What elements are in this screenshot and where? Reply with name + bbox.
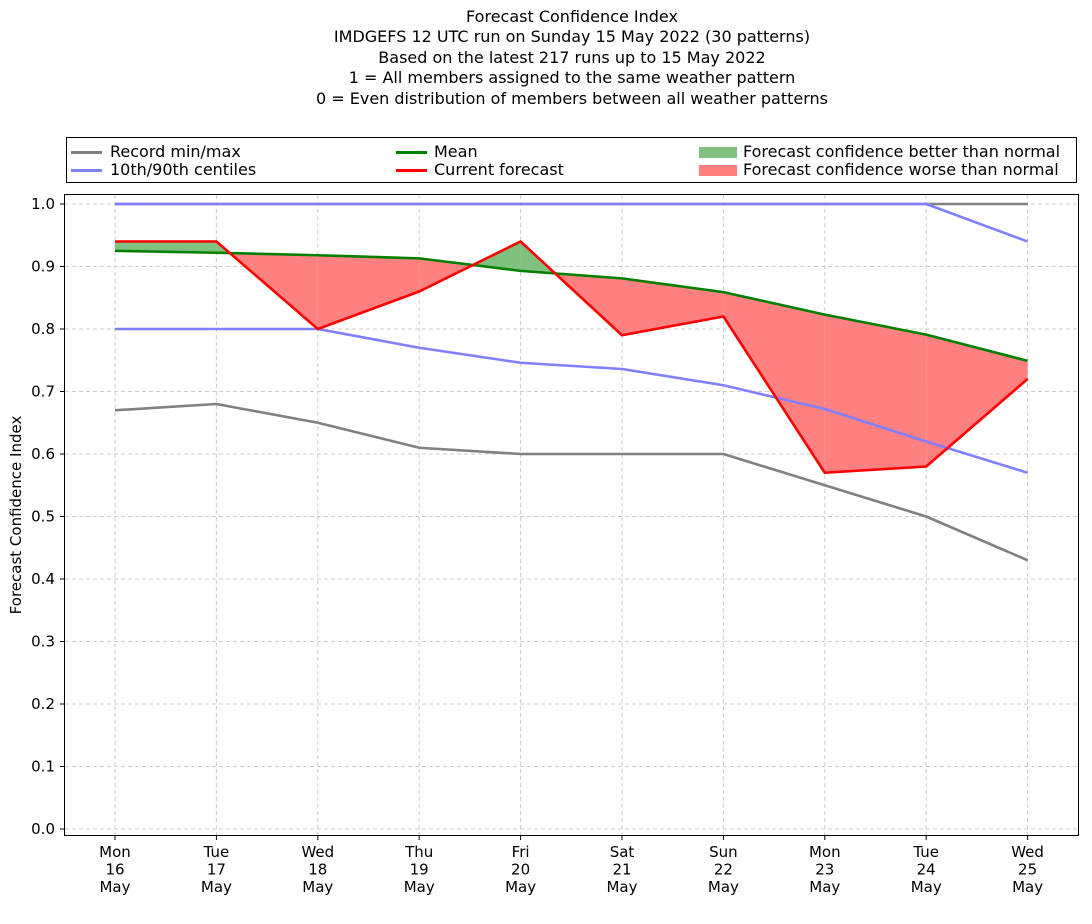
series-line-p10 (115, 327, 1028, 474)
grid (65, 195, 1078, 835)
fill-areas (115, 241, 1028, 473)
title-line-2: IMDGEFS 12 UTC run on Sunday 15 May 2022… (333, 27, 811, 47)
x-tick-label: Wed (1011, 843, 1044, 861)
legend-label-centiles: 10th/90th centiles (110, 160, 257, 179)
title-line-3: Based on the latest 217 runs up to 15 Ma… (378, 47, 766, 67)
x-tick-label: May (809, 878, 840, 896)
fill-better (115, 241, 217, 253)
x-tick-label: Tue (912, 843, 939, 861)
fill-worse (419, 258, 473, 292)
x-tick-label: May (1012, 878, 1043, 896)
x-tick-label: Sat (610, 843, 635, 861)
legend-label-mean: Mean (434, 142, 478, 161)
x-tick-label: Mon (809, 843, 841, 861)
x-tick-label: May (201, 878, 232, 896)
y-tick-label: 0.8 (31, 320, 55, 338)
x-tick-label: 16 (105, 861, 124, 879)
chart-title: Forecast Confidence Index IMDGEFS 12 UTC… (0, 7, 1092, 109)
x-tick-label: Sun (709, 843, 738, 861)
fill-worse (926, 334, 1028, 467)
legend-swatch-centiles (71, 169, 102, 172)
fill-worse (723, 292, 825, 473)
x-tick-label: Thu (404, 843, 433, 861)
legend-label-better: Forecast confidence better than normal (743, 142, 1061, 161)
x-tick-label: 19 (410, 861, 429, 879)
x-tick-label: May (302, 878, 333, 896)
y-axis-label: Forecast Confidence Index (7, 416, 25, 615)
y-tick-label: 0.5 (31, 508, 55, 526)
plot-frame (64, 194, 1079, 836)
fill-worse (317, 255, 420, 329)
series-lines (114, 202, 1029, 562)
legend-label-worse: Forecast confidence worse than normal (743, 160, 1059, 179)
x-tick-label: May (708, 878, 739, 896)
x-tick-label: Wed (301, 843, 334, 861)
series-line-record-min (114, 402, 1029, 562)
y-tick-label: 0.7 (31, 383, 55, 401)
y-tick-label: 0.2 (31, 695, 55, 713)
fill-better (472, 241, 521, 271)
y-tick-label: 0.0 (31, 820, 55, 838)
x-tick-label: 21 (612, 861, 631, 879)
y-tick-label: 0.9 (31, 258, 55, 276)
series-line-current (115, 240, 1029, 475)
y-tick-label: 0.4 (31, 570, 55, 588)
x-tick-label: May (404, 878, 435, 896)
x-tick-label: Fri (512, 843, 530, 861)
x-axis: Mon16MayTue17MayWed18MayThu19MayFri20May… (99, 835, 1044, 896)
title-line-5: 0 = Even distribution of members between… (315, 88, 829, 108)
x-tick-label: 23 (815, 861, 834, 879)
x-tick-label: 20 (511, 861, 530, 879)
x-tick-label: 22 (714, 861, 733, 879)
title-line-4: 1 = All members assigned to the same wea… (348, 68, 796, 88)
fill-worse (824, 314, 927, 473)
x-tick-label: Tue (203, 843, 230, 861)
y-tick-label: 0.3 (31, 633, 55, 651)
y-tick-label: 0.6 (31, 445, 55, 463)
x-tick-label: 25 (1018, 861, 1037, 879)
title-line-1: Forecast Confidence Index (466, 7, 678, 26)
x-tick-label: 17 (207, 861, 226, 879)
y-tick-label: 0.1 (31, 758, 55, 776)
series-line-mean (114, 249, 1028, 363)
x-tick-label: Mon (99, 843, 131, 861)
legend-swatch-current (396, 169, 427, 172)
legend-swatch-mean (396, 151, 427, 154)
x-tick-label: May (99, 878, 130, 896)
x-tick-label: 24 (917, 861, 936, 879)
series-line-p90 (115, 202, 1029, 243)
legend-swatch-record (71, 151, 102, 154)
legend-label-record: Record min/max (110, 142, 241, 161)
x-tick-label: May (606, 878, 637, 896)
x-tick-label: May (505, 878, 536, 896)
chart-legend: Record min/max 10th/90th centiles Mean C… (66, 137, 1077, 183)
x-tick-label: May (911, 878, 942, 896)
y-tick-label: 1.0 (31, 195, 55, 213)
legend-swatch-better (699, 147, 737, 158)
legend-swatch-worse (699, 165, 737, 176)
legend-label-current: Current forecast (434, 160, 564, 179)
x-tick-label: 18 (308, 861, 327, 879)
y-axis: 0.0 0.1 0.2 0.3 0.4 0.5 0.6 0.7 0.8 0.9 1.0 (31, 195, 65, 838)
